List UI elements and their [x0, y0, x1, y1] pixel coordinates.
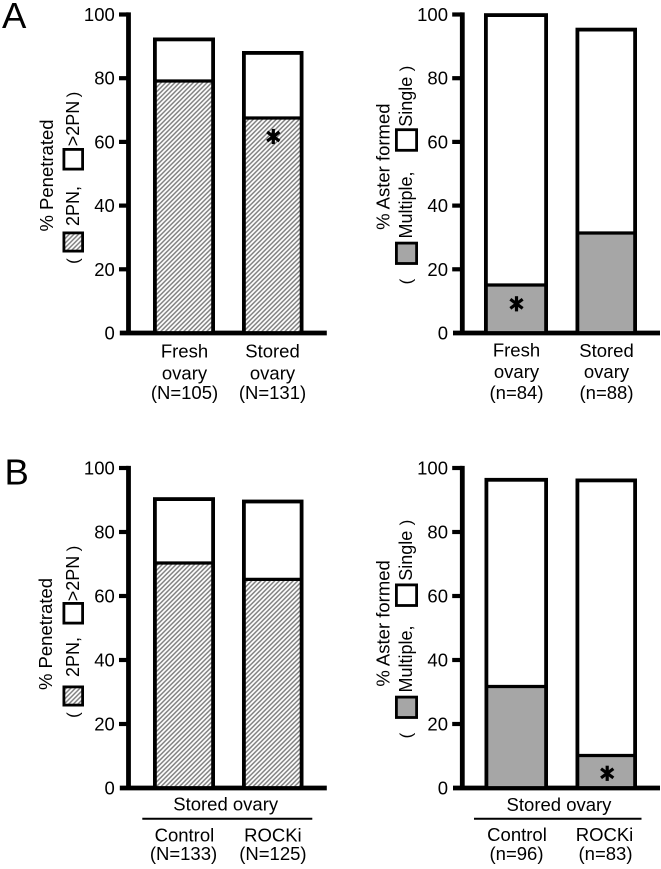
svg-text:80: 80	[427, 68, 448, 89]
svg-text:40: 40	[427, 650, 448, 671]
svg-text:20: 20	[94, 714, 115, 735]
svg-text:(n=96): (n=96)	[490, 843, 544, 864]
svg-text:0: 0	[438, 323, 448, 344]
svg-text:20: 20	[94, 259, 115, 280]
svg-text:Stored ovary: Stored ovary	[173, 794, 279, 815]
svg-text:80: 80	[94, 68, 115, 89]
svg-text:(N=125): (N=125)	[239, 843, 306, 864]
svg-text:% Penetrated: % Penetrated	[35, 578, 56, 690]
svg-text:): )	[397, 66, 416, 72]
svg-text:Stored: Stored	[579, 340, 634, 361]
svg-text:(n=84): (n=84)	[490, 382, 544, 403]
svg-text:40: 40	[94, 650, 115, 671]
svg-text:A: A	[2, 0, 27, 36]
svg-text:% Penetrated: % Penetrated	[36, 119, 57, 231]
svg-text:>2PN: >2PN	[63, 556, 83, 602]
svg-text:100: 100	[417, 4, 448, 25]
svg-text:60: 60	[94, 586, 115, 607]
svg-text:Control: Control	[487, 824, 547, 845]
svg-text:% Aster formed: % Aster formed	[373, 560, 394, 686]
svg-text:20: 20	[427, 714, 448, 735]
svg-text:(: (	[397, 278, 416, 284]
svg-text:2PN,: 2PN,	[63, 186, 83, 226]
svg-text:40: 40	[427, 195, 448, 216]
svg-text:ROCKi: ROCKi	[576, 824, 634, 845]
svg-text:60: 60	[427, 586, 448, 607]
svg-text:(N=105): (N=105)	[151, 382, 218, 403]
svg-text:ovary: ovary	[162, 363, 208, 384]
svg-text:ROCKi: ROCKi	[244, 824, 302, 845]
svg-text:60: 60	[427, 131, 448, 152]
svg-text:80: 80	[94, 522, 115, 543]
svg-text:100: 100	[84, 4, 115, 25]
svg-text:% Aster formed: % Aster formed	[373, 103, 394, 229]
svg-text:B: B	[5, 451, 29, 492]
svg-text:0: 0	[438, 778, 448, 799]
svg-text:Multiple,: Multiple,	[396, 625, 416, 692]
svg-text:20: 20	[427, 259, 448, 280]
svg-text:Fresh: Fresh	[161, 341, 208, 362]
svg-text:100: 100	[417, 458, 448, 479]
svg-text:0: 0	[105, 778, 115, 799]
svg-text:40: 40	[94, 195, 115, 216]
svg-text:100: 100	[84, 458, 115, 479]
svg-text:Single: Single	[396, 77, 416, 127]
svg-text:0: 0	[105, 323, 115, 344]
svg-text:(: (	[397, 732, 416, 738]
svg-text:(n=88): (n=88)	[580, 382, 634, 403]
svg-text:2PN,: 2PN,	[63, 637, 83, 677]
svg-text:>2PN: >2PN	[63, 101, 83, 147]
svg-text:(: (	[64, 712, 83, 718]
svg-text:): )	[64, 92, 83, 98]
svg-text:Control: Control	[155, 824, 215, 845]
svg-text:80: 80	[427, 522, 448, 543]
svg-text:(N=131): (N=131)	[239, 382, 306, 403]
svg-text:Single: Single	[396, 531, 416, 581]
svg-text:ovary: ovary	[250, 363, 296, 384]
svg-text:Fresh: Fresh	[493, 340, 540, 361]
svg-text:Stored ovary: Stored ovary	[507, 794, 613, 815]
svg-text:ovary: ovary	[584, 361, 630, 382]
svg-text:ovary: ovary	[494, 361, 540, 382]
svg-text:): )	[64, 546, 83, 552]
svg-text:60: 60	[94, 131, 115, 152]
svg-text:(N=133): (N=133)	[150, 843, 217, 864]
svg-text:(n=83): (n=83)	[579, 843, 633, 864]
svg-text:Multiple,: Multiple,	[396, 171, 416, 238]
svg-text:Stored: Stored	[245, 341, 300, 362]
svg-text:(: (	[64, 258, 83, 264]
svg-text:): )	[397, 520, 416, 526]
